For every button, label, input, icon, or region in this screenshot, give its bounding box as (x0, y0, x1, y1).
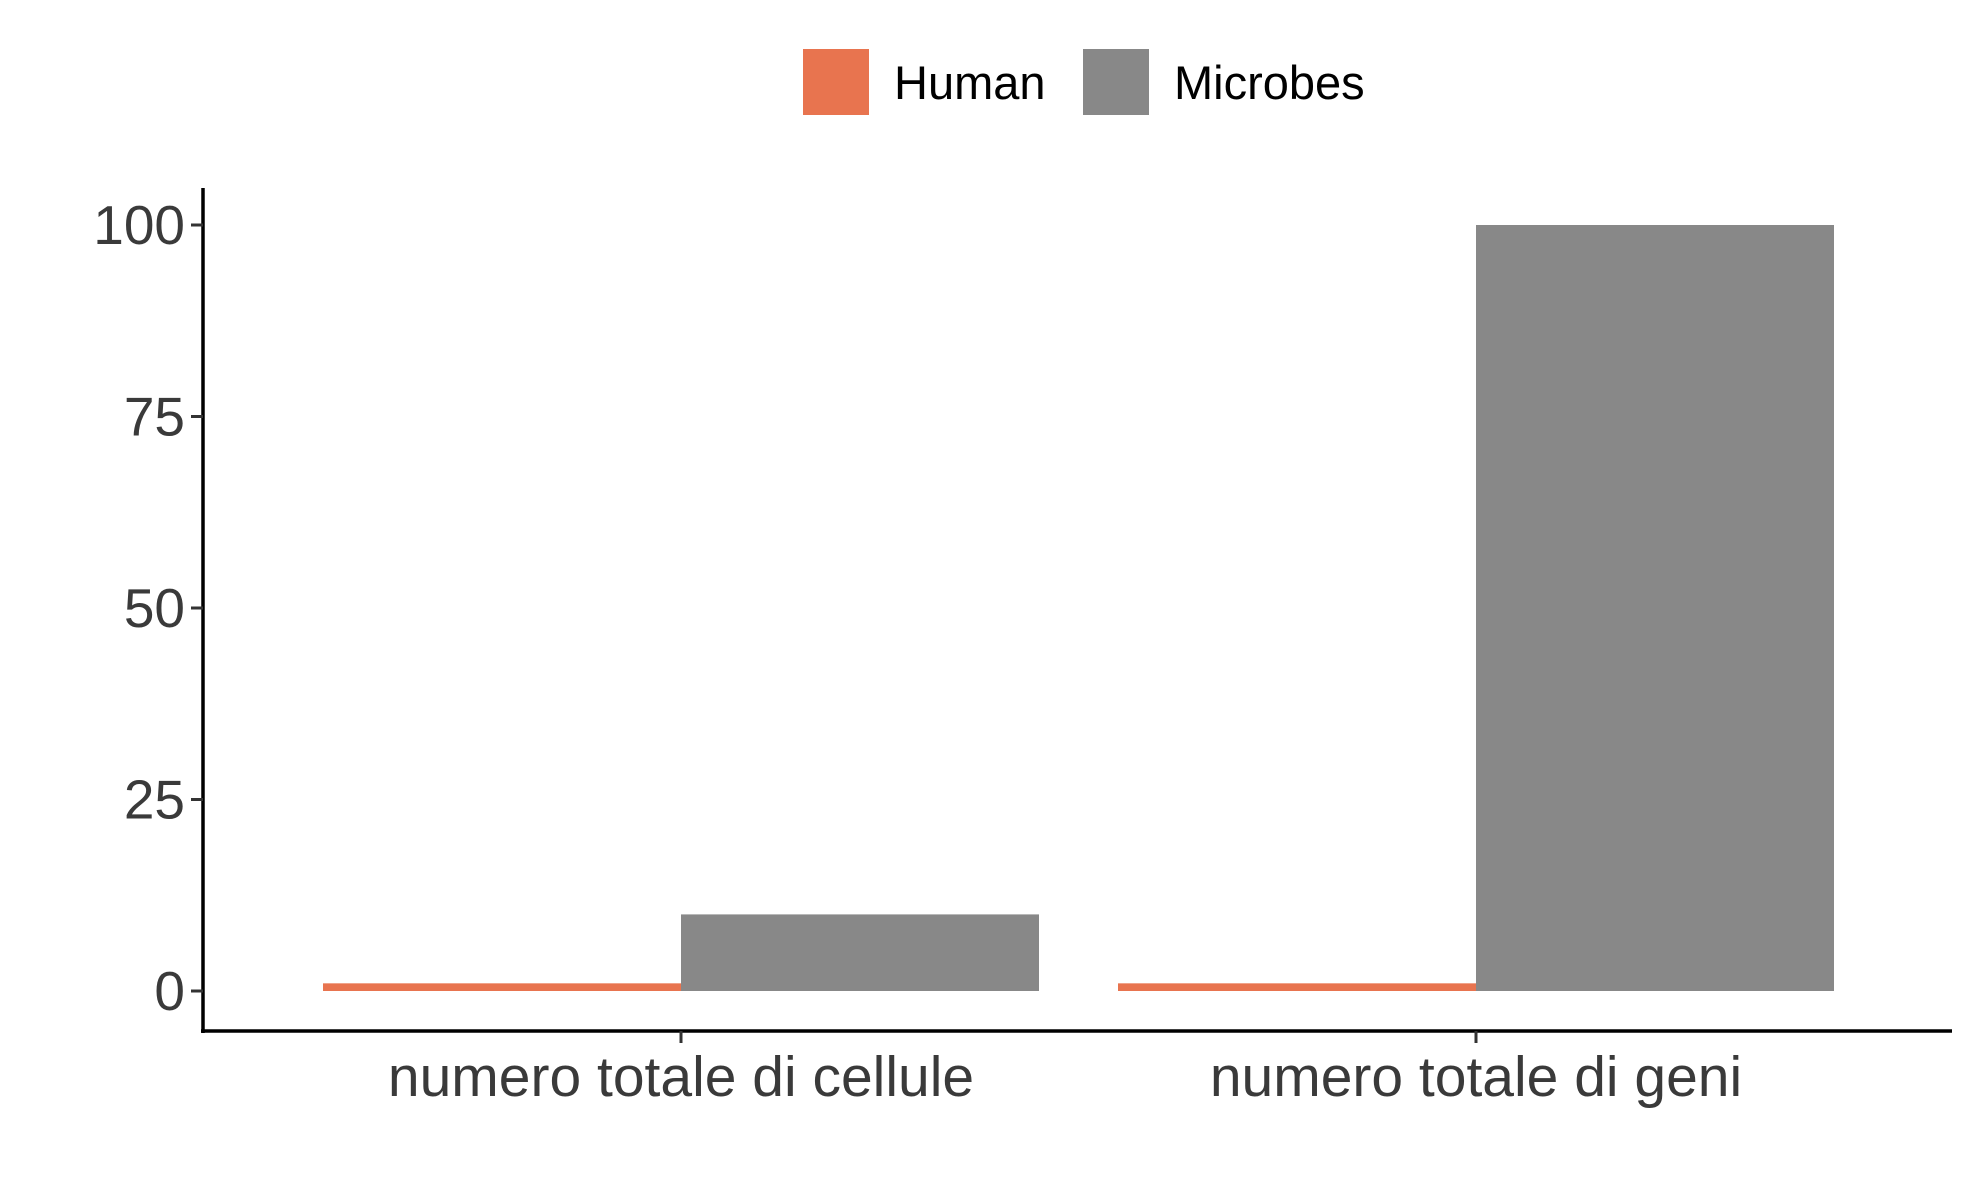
y-tick-label: 100 (93, 194, 185, 256)
legend-swatch-microbes (1083, 49, 1149, 115)
legend-label-human: Human (894, 56, 1046, 109)
y-axis-ticks: 0 25 50 75 100 (93, 194, 203, 1022)
bar-microbes-2 (1476, 225, 1834, 991)
x-tick-label: numero totale di cellule (388, 1045, 974, 1109)
x-tick-label: numero totale di geni (1210, 1045, 1742, 1109)
legend: Human Microbes (803, 49, 1365, 115)
bar-microbes-1 (681, 914, 1039, 991)
legend-swatch-human (803, 49, 869, 115)
bar-human-1 (323, 983, 681, 991)
y-tick-label: 25 (124, 769, 185, 831)
legend-label-microbes: Microbes (1174, 56, 1365, 109)
bar-human-2 (1118, 983, 1476, 991)
y-tick-label: 0 (154, 960, 185, 1022)
x-axis-ticks: numero totale di cellule numero totale di… (388, 1031, 1742, 1109)
bars (323, 225, 1834, 991)
y-tick-label: 75 (124, 386, 185, 448)
y-tick-label: 50 (124, 577, 185, 639)
axes (201, 188, 1952, 1033)
